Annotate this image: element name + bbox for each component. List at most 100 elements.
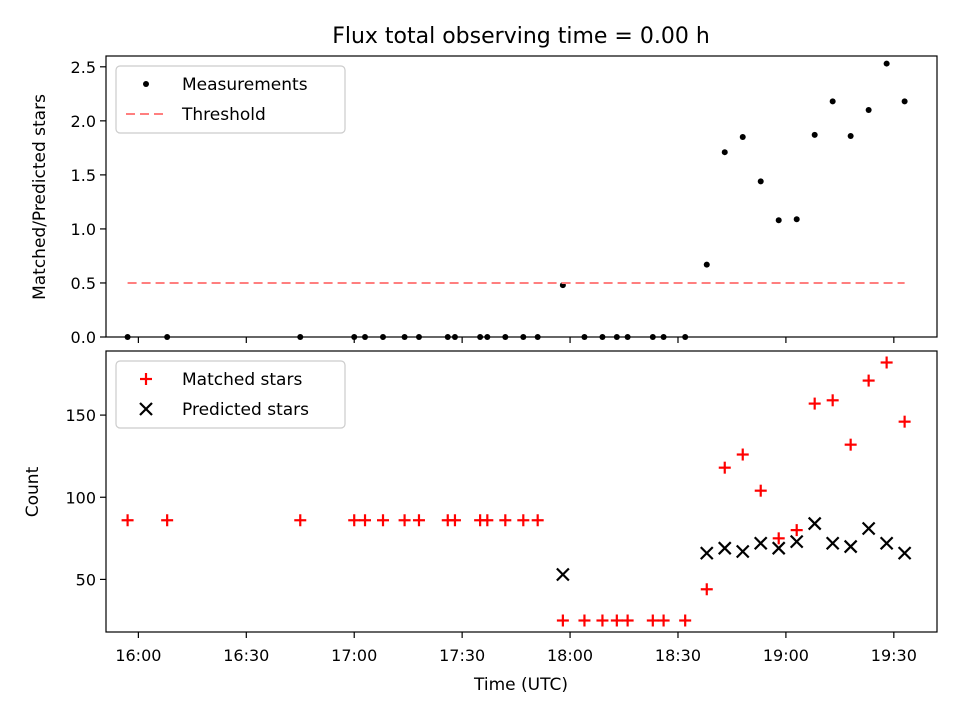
matched-star-point bbox=[412, 514, 425, 527]
legend-predicted-swatch bbox=[139, 402, 153, 416]
matched-star-point bbox=[556, 614, 569, 627]
matched-star-point bbox=[610, 614, 623, 627]
matched-star-point bbox=[294, 514, 307, 527]
predicted-star-point bbox=[771, 541, 786, 555]
predicted-star-point bbox=[717, 541, 732, 555]
x-tick-label: 17:00 bbox=[331, 646, 377, 665]
x-tick-label: 19:00 bbox=[763, 646, 809, 665]
predicted-star-point bbox=[735, 544, 750, 559]
bottom-axes-frame bbox=[105, 350, 938, 633]
bottom-series-predicted-stars bbox=[556, 516, 912, 582]
bottom-y-tick-label: 100 bbox=[65, 488, 96, 507]
x-tick-label: 18:30 bbox=[655, 646, 701, 665]
legend-matched-swatch bbox=[140, 373, 152, 385]
measurement-point bbox=[883, 60, 890, 67]
matched-star-point bbox=[826, 394, 839, 407]
bottom-axis-ticks: 50 100 150 16:00 16:30 17:00 17:30 18:00 18:30 19… bbox=[65, 406, 916, 665]
predicted-star-point bbox=[807, 516, 822, 531]
top-y-tick-label: 2.5 bbox=[71, 58, 96, 77]
matched-star-point bbox=[448, 514, 461, 527]
legend-label: Threshold bbox=[181, 105, 266, 125]
matched-star-point bbox=[754, 484, 767, 497]
top-panel: 0.0 0.5 1.0 1.5 2.0 2.5 Matched/Predicted sta… bbox=[30, 55, 938, 347]
measurement-point bbox=[739, 134, 746, 141]
matched-star-point bbox=[657, 614, 670, 627]
top-axis-ticks: 0.0 0.5 1.0 1.5 2.0 2.5 bbox=[71, 58, 895, 347]
measurement-point bbox=[829, 98, 836, 105]
top-series-measurements bbox=[124, 60, 908, 340]
top-legend-item: Threshold bbox=[126, 105, 266, 125]
predicted-star-point bbox=[897, 546, 912, 560]
matched-star-point bbox=[359, 514, 372, 527]
x-tick-label: 16:00 bbox=[115, 646, 161, 665]
matched-star-point bbox=[348, 514, 361, 527]
measurement-point bbox=[901, 98, 908, 105]
bottom-y-tick-label: 50 bbox=[76, 570, 96, 589]
bottom-series-matched-stars bbox=[121, 356, 911, 627]
matched-star-point bbox=[596, 614, 609, 627]
x-tick-label: 19:30 bbox=[871, 646, 917, 665]
matched-star-point bbox=[517, 514, 530, 527]
matched-star-point bbox=[578, 614, 591, 627]
top-y-tick-label: 0.5 bbox=[71, 274, 96, 293]
matched-star-point bbox=[646, 614, 659, 627]
matched-star-point bbox=[898, 415, 911, 428]
chart-title: Flux total observing time = 0.00 h bbox=[332, 24, 710, 49]
measurement-point bbox=[775, 217, 782, 224]
top-legend-item: Measurements bbox=[143, 75, 308, 95]
legend-measurement-swatch bbox=[143, 81, 149, 87]
bottom-y-tick-label: 150 bbox=[65, 406, 96, 425]
measurement-point bbox=[811, 131, 818, 138]
matched-star-point bbox=[161, 514, 174, 527]
measurement-point bbox=[757, 178, 764, 185]
matched-star-point bbox=[880, 356, 893, 369]
predicted-star-point bbox=[825, 536, 840, 551]
matched-star-point bbox=[790, 524, 803, 537]
predicted-star-point bbox=[753, 536, 768, 551]
matched-star-point bbox=[772, 532, 785, 545]
matched-star-point bbox=[121, 514, 134, 527]
top-axes-frame bbox=[105, 55, 938, 338]
bottom-plot-marks bbox=[121, 356, 912, 627]
bottom-legend-item: Predicted stars bbox=[139, 400, 309, 420]
predicted-star-point bbox=[789, 534, 804, 549]
top-y-tick-label: 2.0 bbox=[71, 112, 96, 131]
x-tick-label: 17:30 bbox=[439, 646, 485, 665]
bottom-y-axis-label: Count bbox=[23, 466, 43, 517]
bottom-panel: 50 100 150 16:00 16:30 17:00 17:30 18:00 18:30 19… bbox=[23, 350, 938, 695]
legend-label: Measurements bbox=[182, 75, 308, 95]
measurement-point bbox=[865, 107, 872, 114]
x-tick-label: 16:30 bbox=[223, 646, 269, 665]
matched-star-point bbox=[481, 514, 494, 527]
matched-star-point bbox=[862, 374, 875, 387]
matched-star-point bbox=[736, 448, 749, 461]
matched-star-point bbox=[621, 614, 634, 627]
matched-star-point bbox=[377, 514, 389, 527]
matched-star-point bbox=[718, 461, 731, 474]
top-legend: Measurements Threshold bbox=[115, 65, 346, 134]
measurement-point bbox=[721, 149, 728, 156]
measurement-point bbox=[847, 132, 854, 139]
top-legend-box bbox=[115, 65, 346, 134]
matched-star-point bbox=[679, 614, 692, 627]
top-y-tick-label: 1.0 bbox=[71, 220, 96, 239]
top-y-axis-label: Matched/Predicted stars bbox=[30, 94, 50, 300]
top-y-tick-label: 1.5 bbox=[71, 166, 96, 185]
measurement-point bbox=[703, 261, 710, 268]
bottom-legend-box bbox=[115, 360, 346, 429]
matched-star-point bbox=[844, 438, 857, 451]
predicted-star-point bbox=[843, 539, 858, 554]
x-axis-label: Time (UTC) bbox=[473, 675, 568, 695]
matched-star-point bbox=[398, 514, 411, 527]
top-plot-marks bbox=[124, 60, 908, 340]
top-y-tick-label: 0.0 bbox=[71, 328, 96, 347]
measurement-point bbox=[793, 216, 800, 223]
matched-star-point bbox=[531, 514, 544, 527]
legend-label: Predicted stars bbox=[182, 400, 309, 420]
predicted-star-point bbox=[699, 546, 714, 560]
bottom-legend: Matched stars Predicted stars bbox=[115, 360, 346, 429]
matched-star-point bbox=[499, 514, 512, 527]
predicted-star-point bbox=[879, 536, 894, 551]
predicted-star-point bbox=[861, 521, 876, 536]
